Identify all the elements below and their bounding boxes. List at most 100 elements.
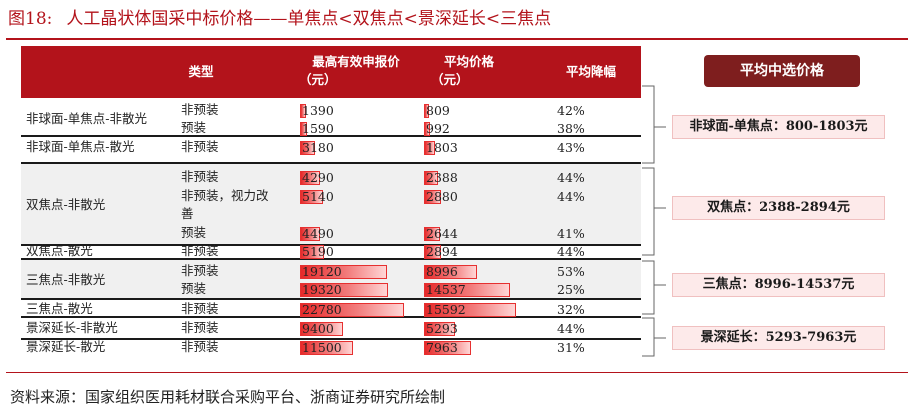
summary-box-monofocal: 非球面-单焦点：800-1803元 <box>672 115 885 139</box>
header-max-price: 最高有效申报价 （元） <box>293 53 419 89</box>
row-type: 非预装，视力改善 <box>181 188 269 221</box>
row-type: 非预装 <box>181 301 219 316</box>
avg-price-value: 14537 <box>426 282 466 297</box>
header-avg-price-line2: （元） <box>431 72 469 87</box>
avg-price-bar <box>424 122 430 136</box>
max-price-value: 22780 <box>302 302 342 317</box>
row-separator <box>21 162 641 164</box>
avg-price-value: 992 <box>426 121 450 136</box>
row-type: 非预装 <box>181 339 219 354</box>
max-price-bar <box>300 303 404 317</box>
summary-box-bifocal: 双焦点：2388-2894元 <box>672 196 885 220</box>
header-avg-price-line1: 平均价格 <box>443 54 494 69</box>
decline-value: 44% <box>557 244 585 259</box>
figure-title: 图18: 人工晶状体国采中标价格——单焦点<双焦点<景深延长<三焦点 <box>8 4 551 29</box>
avg-price-bar <box>424 227 440 241</box>
avg-price-bar <box>424 283 510 297</box>
avg-price-value: 2644 <box>426 226 458 241</box>
max-price-value: 4490 <box>302 226 334 241</box>
header-type-line: 类型 <box>188 64 214 79</box>
avg-price-bar <box>424 303 516 317</box>
avg-price-bar <box>424 141 435 155</box>
avg-price-value: 5293 <box>426 321 458 336</box>
price-table: 类型 最高有效申报价 （元） 平均价格 （元） 平均降幅 非球面-单焦点-非散光… <box>21 46 641 361</box>
max-price-value: 5190 <box>302 244 334 259</box>
avg-price-bar <box>424 265 478 279</box>
max-price-value: 19120 <box>302 264 342 279</box>
row-band <box>21 164 641 244</box>
decline-value: 44% <box>557 189 585 204</box>
summary-box-trifocal: 三焦点：8996-14537元 <box>672 273 885 297</box>
max-price-bar <box>300 265 388 279</box>
header-decline: 平均降幅 <box>541 63 641 81</box>
table-header: 类型 最高有效申报价 （元） 平均价格 （元） 平均降幅 <box>21 46 641 98</box>
row-category: 景深延长-散光 <box>26 339 106 354</box>
header-decline-line: 平均降幅 <box>565 64 616 79</box>
header-max-price-line1: 最高有效申报价 <box>312 54 400 69</box>
decline-value: 42% <box>557 103 585 118</box>
header-type: 类型 <box>151 63 251 81</box>
avg-price-bar <box>424 322 456 336</box>
avg-price-bar <box>424 190 441 204</box>
figure-number: 图18: <box>8 9 53 29</box>
decline-value: 38% <box>557 121 585 136</box>
max-price-bar <box>300 190 324 204</box>
header-max-price-line2: （元） <box>299 72 337 87</box>
row-type: 预装 <box>181 225 207 240</box>
max-price-value: 19320 <box>302 282 342 297</box>
row-type: 非预装 <box>181 320 219 335</box>
row-category: 双焦点-散光 <box>26 243 93 258</box>
max-price-bar <box>300 227 321 241</box>
row-type: 非预装 <box>181 243 219 258</box>
max-price-bar <box>300 322 343 336</box>
row-separator <box>21 298 641 300</box>
max-price-bar <box>300 341 353 355</box>
row-type: 非预装 <box>181 169 219 184</box>
max-price-value: 4290 <box>302 170 334 185</box>
row-separator <box>21 135 641 137</box>
row-type: 预装 <box>181 120 207 135</box>
avg-price-bar <box>424 171 439 185</box>
row-category: 三焦点-非散光 <box>26 272 106 287</box>
row-type: 非预装 <box>181 139 219 154</box>
avg-price-value: 7963 <box>426 340 458 355</box>
avg-price-value: 2388 <box>426 170 458 185</box>
max-price-bar <box>300 104 307 118</box>
brace-trifocal <box>642 260 666 315</box>
row-type: 非预装 <box>181 263 219 278</box>
decline-value: 43% <box>557 140 585 155</box>
row-separator <box>21 258 641 260</box>
brace-monofocal <box>642 85 666 164</box>
row-category: 双焦点-非散光 <box>26 197 106 212</box>
decline-value: 41% <box>557 226 585 241</box>
max-price-bar <box>300 122 308 136</box>
decline-value: 44% <box>557 321 585 336</box>
row-type: 预装 <box>181 281 207 296</box>
max-price-value: 1590 <box>302 121 334 136</box>
max-price-bar <box>300 141 315 155</box>
source-note: 资料来源：国家组织医用耗材联合采购平台、浙商证券研究所绘制 <box>10 388 446 406</box>
avg-price-bar <box>424 104 429 118</box>
brace-edof <box>642 317 666 357</box>
max-price-bar <box>300 245 324 259</box>
avg-price-value: 2880 <box>426 189 458 204</box>
max-price-bar <box>300 283 389 297</box>
avg-price-value: 1803 <box>426 140 458 155</box>
avg-price-value: 809 <box>426 103 450 118</box>
source-rule <box>6 372 908 373</box>
row-category: 非球面-单焦点-非散光 <box>26 111 147 126</box>
row-category: 景深延长-非散光 <box>26 320 118 335</box>
avg-price-bar <box>424 245 442 259</box>
max-price-value: 3180 <box>302 140 334 155</box>
row-type: 非预装 <box>181 102 219 117</box>
avg-price-value: 15592 <box>426 302 466 317</box>
row-separator <box>21 338 641 340</box>
decline-value: 31% <box>557 340 585 355</box>
avg-price-value: 2894 <box>426 244 458 259</box>
max-price-bar <box>300 171 320 185</box>
row-category: 三焦点-散光 <box>26 301 93 316</box>
summary-header: 平均中选价格 <box>704 55 860 87</box>
brace-bifocal <box>642 167 666 256</box>
decline-value: 25% <box>557 282 585 297</box>
avg-price-bar <box>424 341 471 355</box>
